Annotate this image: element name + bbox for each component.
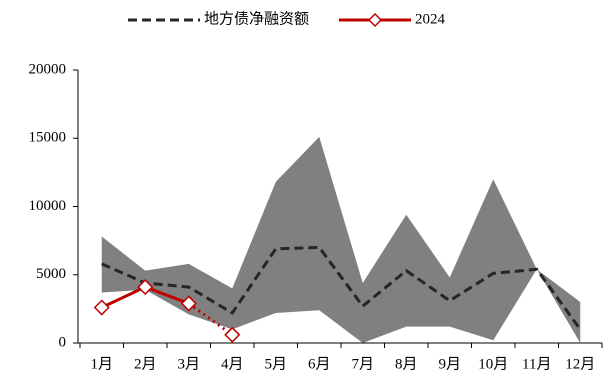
- x-tick-label: 12月: [565, 356, 595, 372]
- legend-label: 地方债净融资额: [204, 10, 309, 27]
- marker: [137, 278, 154, 296]
- series-line: [101, 245, 582, 331]
- x-tick-label: 2月: [134, 356, 157, 372]
- x-tick-label: 4月: [221, 356, 244, 372]
- legend-label: 2024: [415, 11, 446, 27]
- marker: [180, 295, 197, 312]
- range-band: [101, 136, 581, 343]
- x-tick-label: 11月: [522, 356, 551, 372]
- x-tick-label: 3月: [177, 356, 200, 372]
- y-tick-label: 0: [59, 334, 67, 350]
- x-tick-label: 5月: [264, 356, 287, 372]
- marker: [93, 299, 110, 316]
- y-tick-label: 5000: [36, 266, 66, 282]
- marker: [224, 326, 241, 343]
- x-tick-label: 7月: [351, 356, 374, 372]
- x-tick-label: 8月: [395, 356, 418, 372]
- y-tick-label: 10000: [29, 198, 67, 214]
- x-tick-label: 1月: [90, 356, 113, 372]
- y-tick-label: 15000: [29, 130, 67, 146]
- x-tick-label: 6月: [308, 356, 331, 372]
- x-tick-label: 9月: [438, 356, 461, 372]
- legend-marker: [367, 12, 383, 28]
- x-tick-label: 10月: [478, 356, 508, 372]
- y-tick-label: 20000: [29, 61, 67, 77]
